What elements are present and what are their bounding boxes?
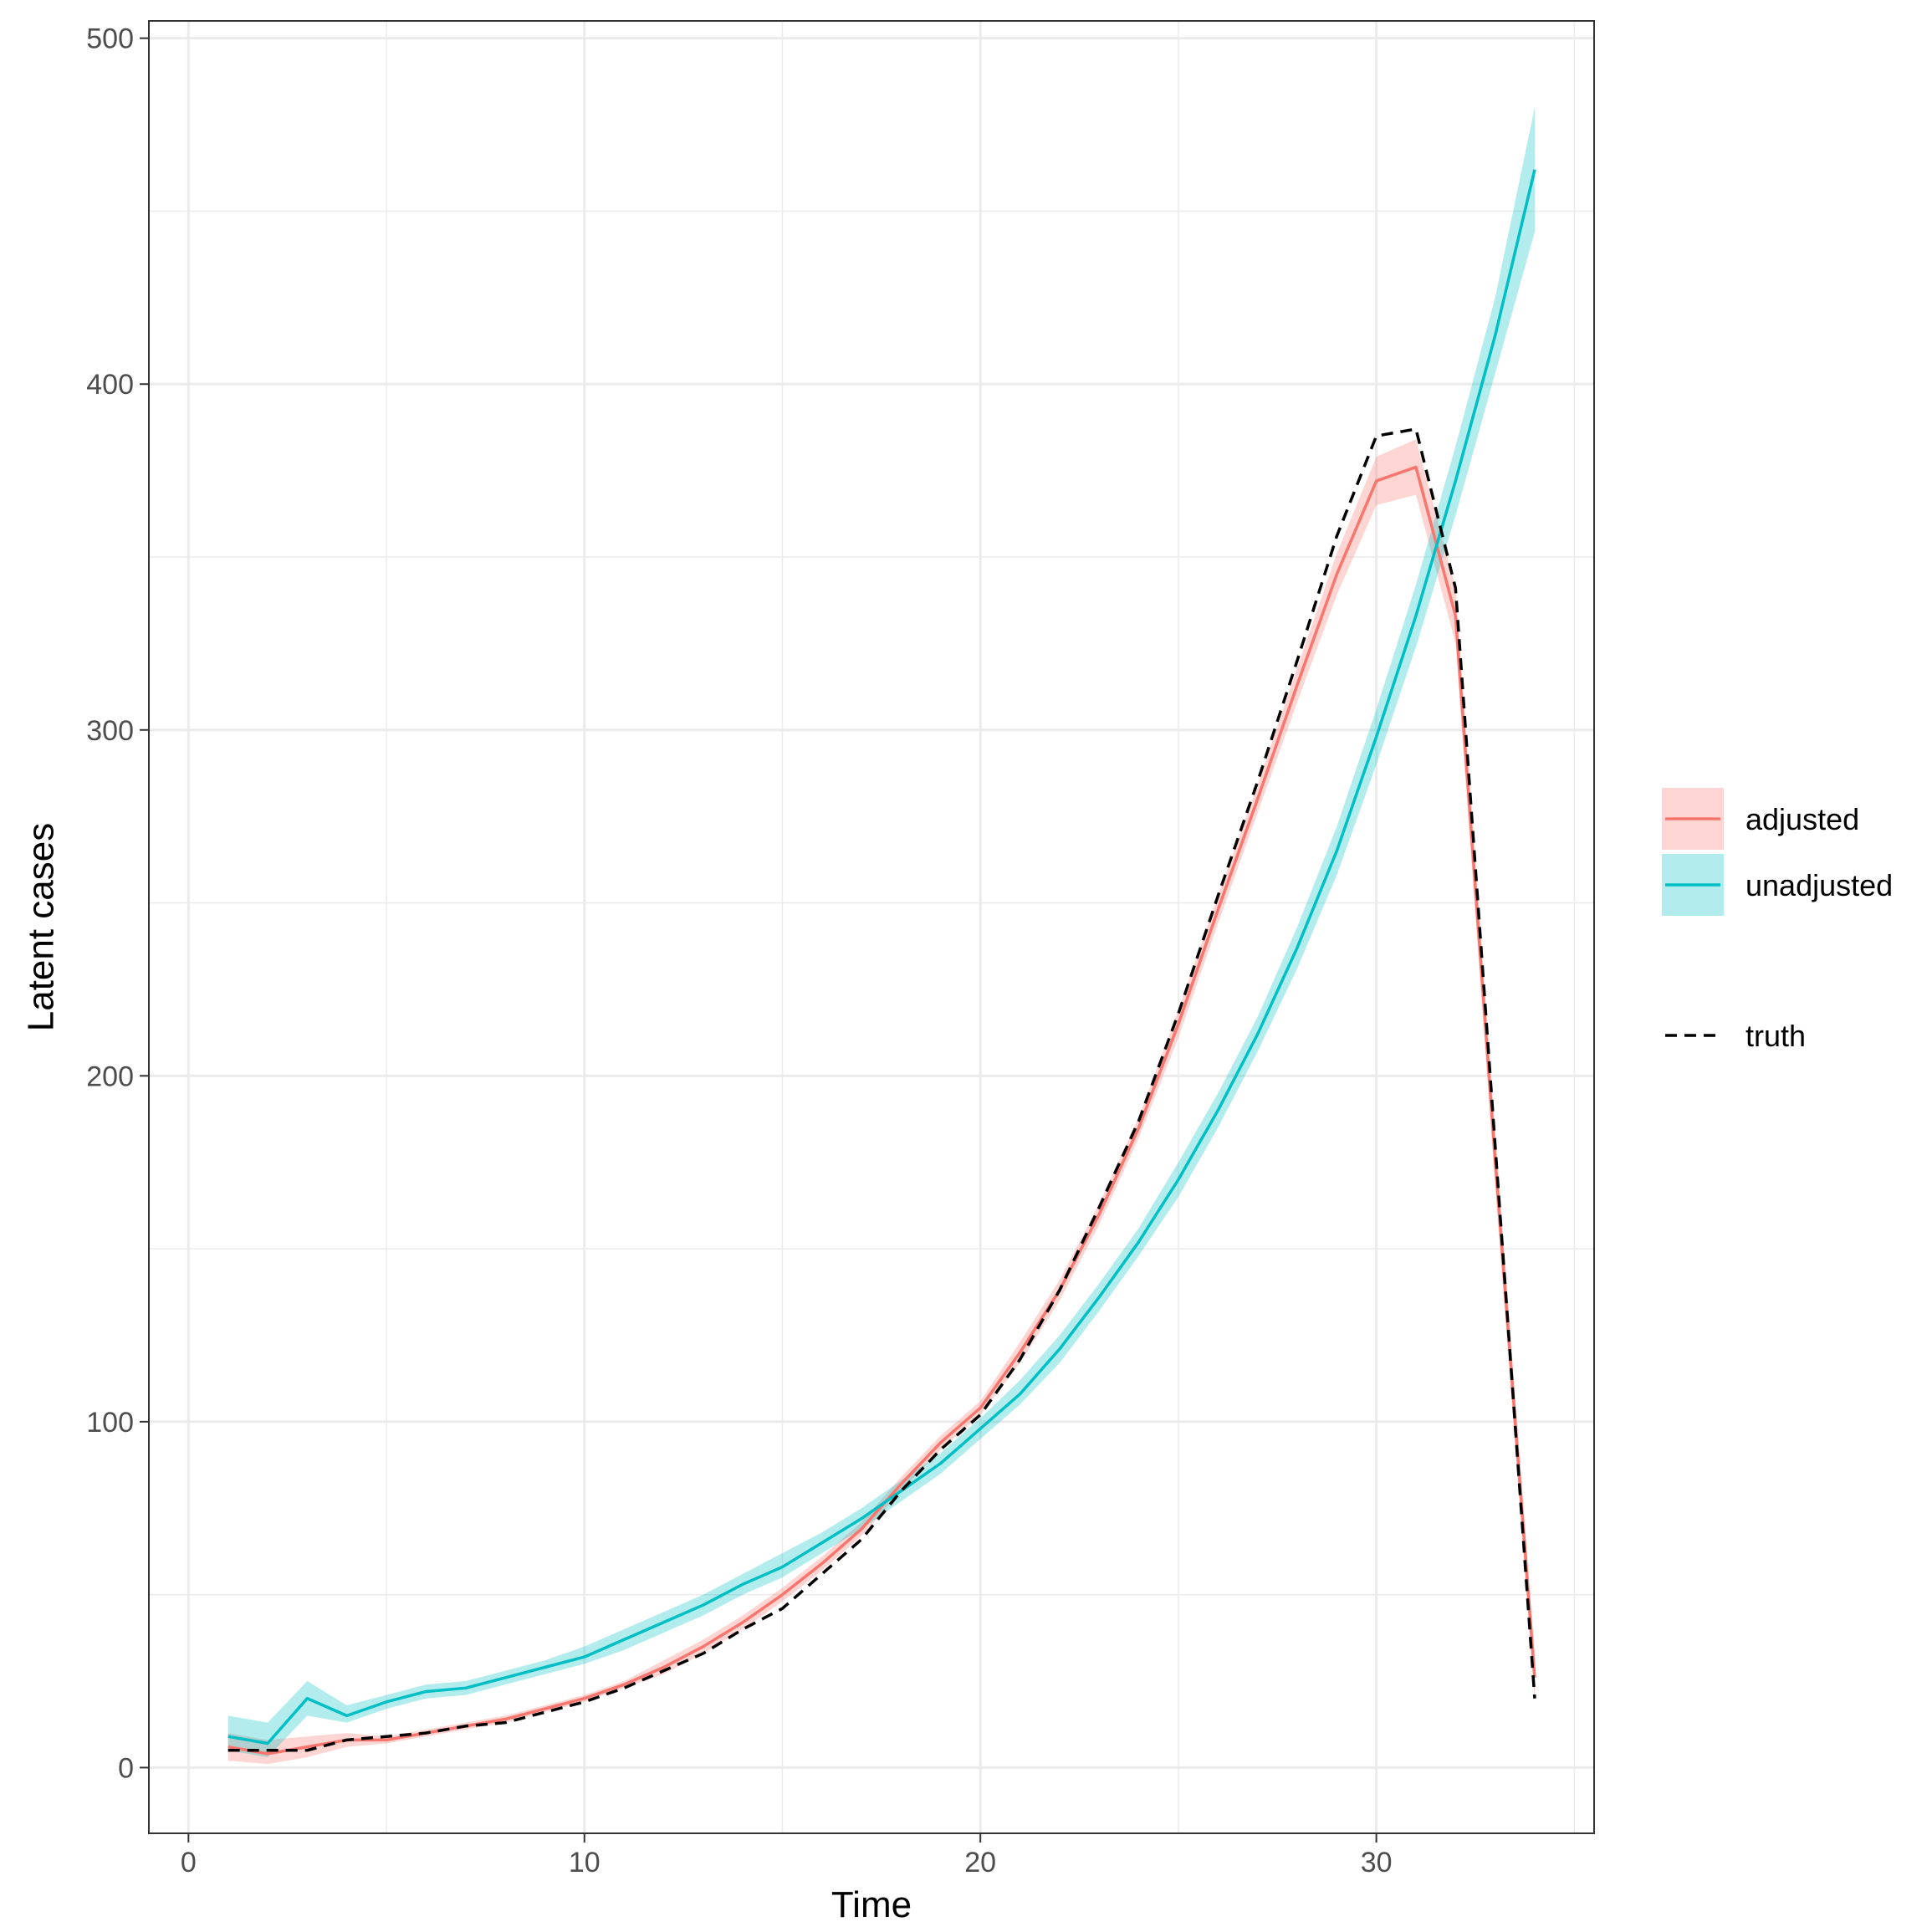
- y-tick-label: 300: [86, 715, 134, 747]
- x-tick-label: 20: [964, 1847, 996, 1878]
- panel-border: [148, 20, 1595, 1834]
- legend-label-unadjusted: unadjusted: [1745, 868, 1893, 902]
- y-axis: 0 100 200 300 400 500: [86, 23, 149, 1784]
- y-axis-title: Latent cases: [20, 823, 61, 1032]
- y-tick-label: 200: [86, 1061, 134, 1092]
- legend: adjusted unadjusted truth: [1662, 788, 1893, 1053]
- y-tick-label: 500: [86, 23, 134, 55]
- y-tick-label: 400: [86, 369, 134, 401]
- grid-major: [149, 21, 1594, 1833]
- y-tick-label: 0: [118, 1752, 134, 1784]
- line-unadjusted: [227, 169, 1536, 1745]
- series-lines: [227, 169, 1536, 1756]
- x-axis-title: Time: [831, 1884, 912, 1925]
- y-tick-label: 100: [86, 1407, 134, 1439]
- x-tick-label: 0: [181, 1847, 197, 1878]
- legend-label-truth: truth: [1745, 1019, 1806, 1053]
- x-tick-label: 30: [1361, 1847, 1393, 1878]
- x-axis: 0 10 20 30: [181, 1833, 1393, 1878]
- legend-label-adjusted: adjusted: [1745, 802, 1859, 836]
- line-truth: [227, 427, 1536, 1752]
- x-tick-label: 10: [569, 1847, 601, 1878]
- grid-minor: [149, 21, 1594, 1833]
